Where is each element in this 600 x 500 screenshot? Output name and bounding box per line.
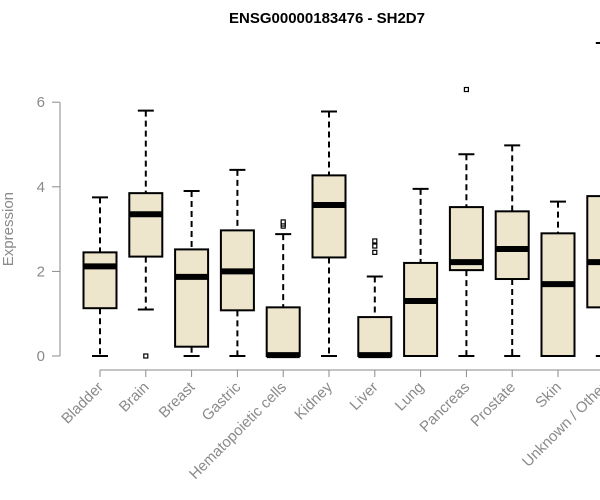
x-tick-label: Liver (347, 379, 382, 414)
box-group (586, 41, 600, 357)
box (82, 251, 118, 310)
y-tick-label: 4 (37, 179, 45, 196)
box-group (219, 168, 255, 357)
x-tick-label: Breast (156, 378, 199, 421)
x-tick-label: Lung (392, 379, 428, 415)
box (174, 248, 210, 348)
box-group (357, 238, 393, 359)
box-group (128, 109, 164, 359)
box (540, 232, 576, 357)
box (494, 210, 530, 281)
x-tick-label: Bladder (58, 379, 107, 428)
y-axis: 0 2 4 6 (37, 94, 61, 365)
outlier-point (372, 243, 378, 249)
outlier-point (372, 238, 378, 244)
x-tick-label: Skin (532, 379, 565, 412)
box-series (82, 41, 600, 359)
box (265, 306, 301, 358)
x-tick-label: Pancreas (416, 379, 473, 436)
chart-title: ENSG00000183476 - SH2D7 (229, 10, 425, 27)
y-axis-label: Expression (0, 192, 17, 266)
y-tick-label: 0 (37, 348, 45, 365)
box-group (540, 200, 576, 357)
outlier-point (372, 249, 378, 255)
box (586, 195, 600, 309)
box (403, 261, 439, 357)
outlier-point (143, 353, 149, 359)
outlier-point (280, 219, 286, 225)
box-group (494, 144, 530, 357)
box-group (311, 110, 347, 357)
x-tick-label: Brain (116, 379, 153, 416)
box-group (403, 187, 439, 357)
y-tick-label: 2 (37, 263, 45, 280)
x-tick-label: Gastric (199, 378, 245, 424)
box (311, 174, 347, 259)
box-group (82, 196, 118, 357)
x-tick-label: Prostate (467, 379, 519, 431)
box-group (265, 219, 301, 359)
box-group (174, 190, 210, 357)
y-tick-label: 6 (37, 94, 45, 111)
box-group (448, 86, 484, 357)
box (357, 316, 393, 358)
x-tick-label: Kidney (291, 378, 336, 423)
outlier-point (463, 86, 469, 93)
box (128, 192, 164, 258)
